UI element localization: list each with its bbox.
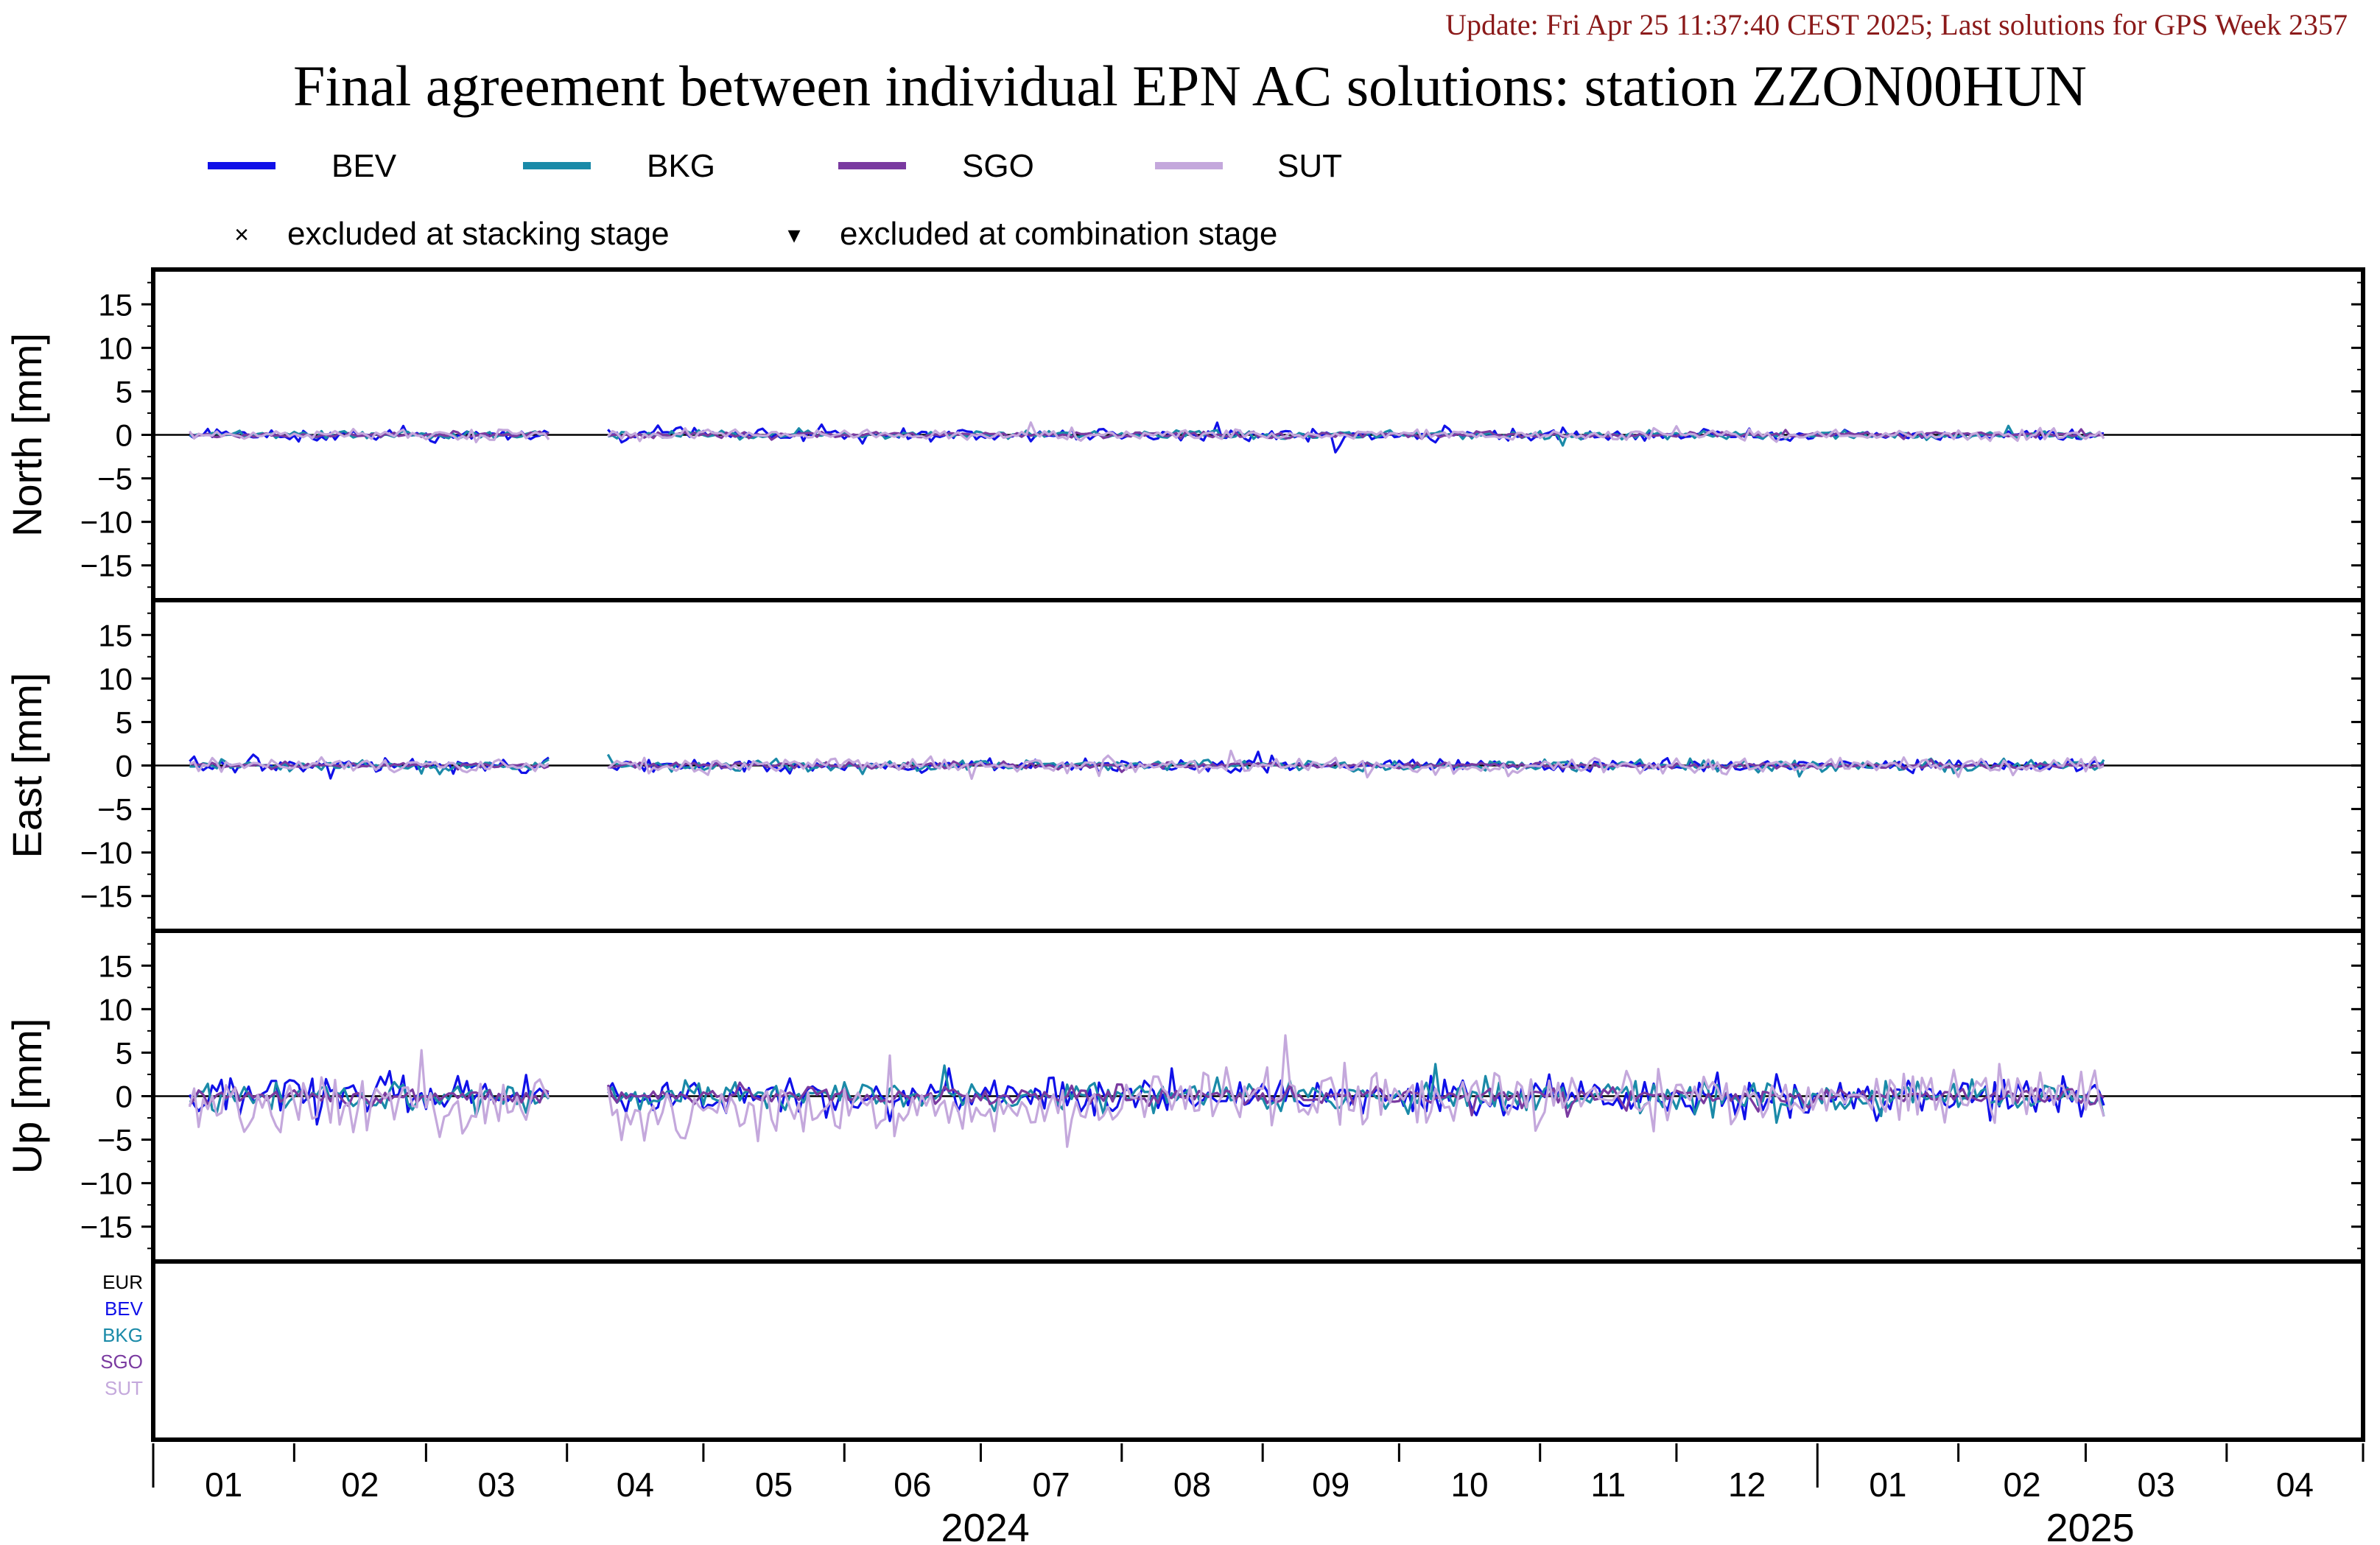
y-tick-label: 0 [116,1080,133,1114]
chart-title: Final agreement between individual EPN A… [292,54,2088,118]
month-label: 01 [1869,1465,1906,1504]
series-line-bkg [607,1063,2105,1125]
month-label: 03 [477,1465,515,1504]
year-label: 2024 [941,1506,1030,1545]
series-line-sut [607,421,2105,443]
legend-label-bev: BEV [331,148,397,184]
month-label: 07 [1033,1465,1070,1504]
legend-label-sgo: SGO [962,148,1034,184]
month-label: 04 [2276,1465,2314,1504]
y-tick-label: −15 [80,549,133,583]
month-label: 01 [205,1465,242,1504]
time-axis: 01 02 03 04 05 06 07 08 09 10 11 12 01 02 03 04 2024 2025 [152,1443,2365,1545]
series-line-sut [606,1034,2105,1148]
availability-label-sgo: SGO [100,1351,143,1373]
series-line-sut [188,1049,550,1138]
availability-label-bev: BEV [105,1298,144,1320]
series-line-sut [189,427,550,444]
y-tick-label: 15 [98,618,133,652]
legend-marker-symbol-1: ▾ [787,221,800,249]
availability-frame [151,1259,2365,1442]
y-tick-label: −5 [97,792,133,827]
panel-1: 15 10 5 0 −5 −10 −15 East [mm] [4,598,2365,933]
legend-label-bkg: BKG [647,148,715,184]
y-tick-label: 5 [116,705,133,739]
month-label: 04 [617,1465,654,1504]
y-tick-label: −10 [80,836,133,870]
y-tick-label: −15 [80,879,133,914]
y-tick-label: 5 [116,1035,133,1070]
month-label: 02 [341,1465,379,1504]
availability-label-eur: EUR [102,1271,143,1293]
panel-0: 15 10 5 0 −5 −10 −15 North [mm] [4,267,2365,602]
y-tick-label: 0 [116,418,133,453]
update-timestamp: Update: Fri Apr 25 11:37:40 CEST 2025; L… [1445,8,2348,41]
panel-2: 15 10 5 0 −5 −10 −15 Up [mm] [4,929,2365,1264]
month-label: 10 [1450,1465,1488,1504]
plot-panels: 15 10 5 0 −5 −10 −15 North [mm] 15 10 5 0 −5 −10 −15 Ea… [4,267,2365,1442]
availability-label-bkg: BKG [102,1324,143,1346]
y-tick-label: −5 [97,1123,133,1158]
month-label: 02 [2003,1465,2040,1504]
legend-marker-label-0: excluded at stacking stage [287,216,670,252]
y-tick-label: −5 [97,462,133,496]
year-label: 2025 [2046,1506,2135,1545]
y-tick-label: 10 [98,661,133,696]
y-tick-label: 15 [98,287,133,322]
legend-marker-symbol-0: × [234,221,249,249]
y-tick-label: 5 [116,374,133,409]
series-line-sut [607,749,2105,781]
month-label: 08 [1173,1465,1211,1504]
y-tick-label: 0 [116,749,133,784]
y-axis-label: North [mm] [4,333,50,537]
series-line-sgo [189,1086,550,1108]
month-label: 11 [1590,1465,1626,1504]
legend-marker-label-1: excluded at combination stage [840,216,1277,252]
y-tick-label: −10 [80,505,133,540]
y-axis-label: Up [mm] [4,1018,50,1175]
y-tick-label: 15 [98,949,133,983]
y-axis-label: East [mm] [4,672,50,858]
y-tick-label: −15 [80,1210,133,1245]
month-label: 03 [2138,1465,2175,1504]
month-label: 12 [1728,1465,1766,1504]
month-label: 05 [755,1465,793,1504]
y-tick-label: 10 [98,992,133,1027]
series-line-sut [189,756,550,774]
legend: BEV BKG SGO SUT × excluded at stacking stage ▾… [208,148,1342,252]
availability-label-sut: SUT [105,1377,143,1399]
y-tick-label: −10 [80,1166,133,1201]
month-label: 06 [894,1465,931,1504]
y-tick-label: 10 [98,331,133,365]
availability-panel: EUR BEV BKG SGO SUT [100,1259,2365,1442]
legend-label-sut: SUT [1277,148,1342,184]
month-label: 09 [1312,1465,1349,1504]
